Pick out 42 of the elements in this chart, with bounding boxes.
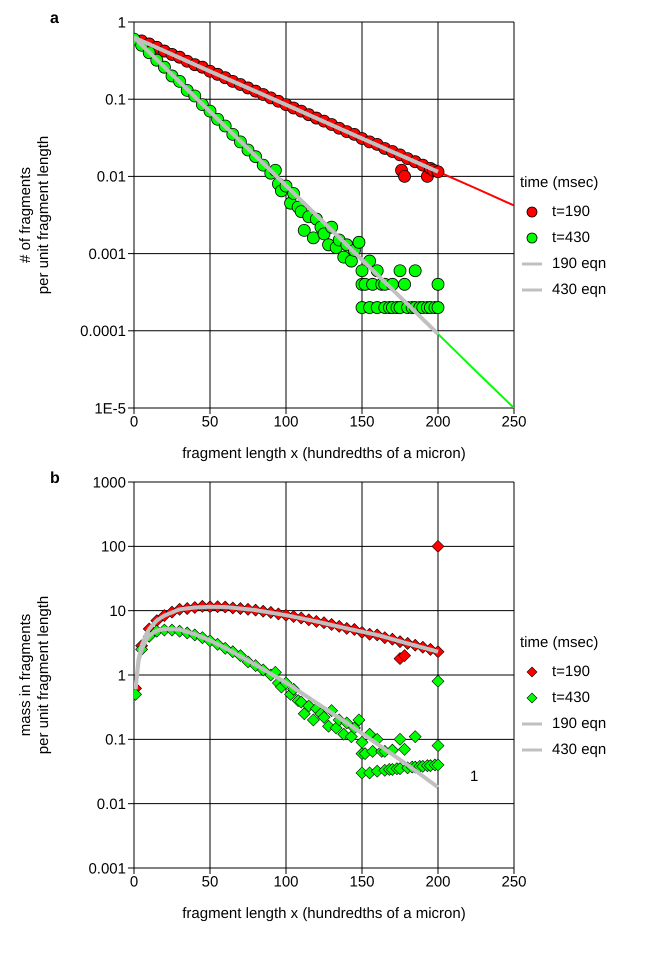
y-tick-label: 100 (100, 538, 126, 556)
x-tick-label: 50 (202, 874, 218, 891)
x-tick-label: 150 (349, 414, 375, 431)
y-tick-label: 0.0001 (80, 323, 126, 340)
y-tick-label: 1000 (92, 474, 126, 492)
legend-label: 430 eqn (552, 281, 606, 298)
y-tick-label: 0.01 (96, 796, 126, 813)
y-tick-label: 1 (118, 14, 126, 32)
x-axis-title: fragment length x (hundredths of a micron) (182, 905, 466, 922)
y-tick-label: 0.001 (88, 860, 126, 878)
chart-title: b (50, 470, 60, 488)
y-tick-label: 0.01 (96, 168, 126, 186)
x-tick-label: 50 (202, 414, 218, 431)
legend-label: t=190 (552, 663, 590, 680)
x-tick-label: 200 (425, 414, 451, 431)
legend-title: time (msec) (520, 634, 600, 650)
legend-label: 430 eqn (552, 741, 606, 758)
x-tick-label: 100 (273, 874, 299, 891)
y-tick-label: 0.001 (88, 246, 126, 263)
legend-label: t=430 (552, 229, 590, 246)
annotation: 1 (470, 768, 478, 785)
chart-title: a (50, 10, 59, 28)
y-tick-label: 1 (118, 667, 126, 684)
x-tick-label: 100 (273, 414, 299, 431)
y-tick-label: 1E-5 (94, 400, 126, 418)
x-tick-label: 250 (501, 874, 527, 891)
y-tick-label: 10 (109, 602, 126, 620)
legend-label: 190 eqn (552, 255, 606, 272)
legend-label: t=430 (552, 689, 590, 706)
x-tick-label: 200 (425, 874, 451, 891)
x-tick-label: 150 (349, 874, 375, 891)
y-axis-title: mass in fragments per unit fragment length (17, 596, 52, 754)
legend-title: time (msec) (520, 174, 600, 190)
x-tick-label: 0 (130, 874, 138, 891)
x-tick-label: 0 (130, 414, 138, 431)
y-axis-title: # of fragments per unit fragment length (17, 136, 52, 294)
y-tick-label: 0.1 (105, 732, 126, 749)
legend-label: t=190 (552, 203, 590, 220)
legend-label: 190 eqn (552, 715, 606, 732)
x-tick-label: 250 (501, 414, 527, 431)
y-tick-label: 0.1 (105, 92, 126, 109)
x-axis-title: fragment length x (hundredths of a micron) (182, 445, 466, 462)
